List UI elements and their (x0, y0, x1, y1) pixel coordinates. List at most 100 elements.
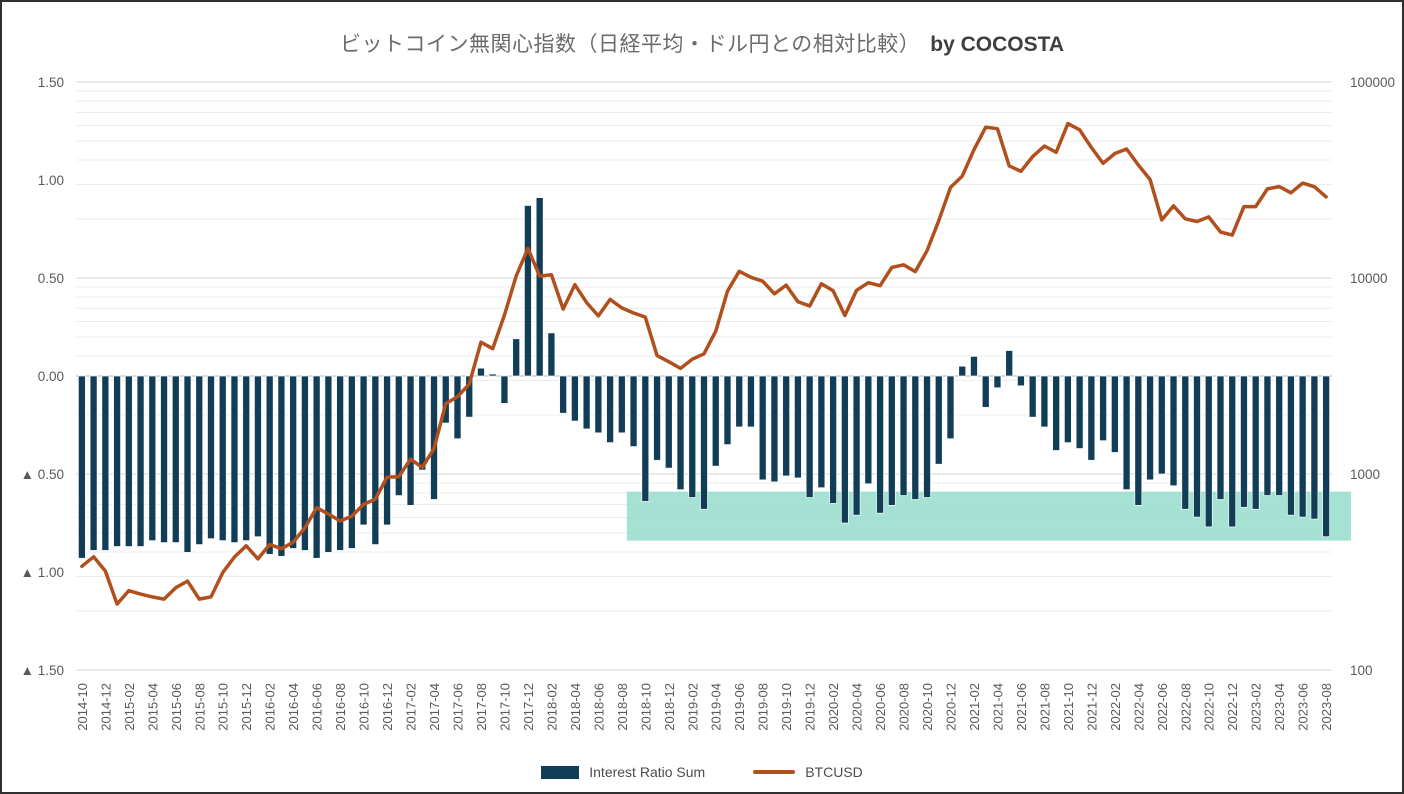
bar (488, 373, 497, 377)
chart-plot-area: 1.50 1.00 0.50 0.00 ▲ 0.50 ▲ 1.00 ▲ 1.50 100000… (21, 75, 1395, 731)
bar (840, 375, 849, 524)
bar (1005, 350, 1014, 377)
y-axis-left-tick-label: 1.00 (38, 173, 64, 188)
bar (113, 375, 121, 547)
bar (359, 375, 368, 526)
bar (723, 375, 732, 445)
bar (207, 375, 215, 540)
bar (711, 375, 720, 467)
bar (1146, 375, 1154, 481)
x-axis-tick-label: 2016-04 (286, 683, 301, 731)
bar (89, 375, 98, 551)
x-axis-tick-label: 2021-04 (990, 683, 1005, 731)
x-axis-tick-label: 2023-02 (1249, 683, 1264, 731)
x-axis-tick-label: 2019-08 (756, 683, 771, 731)
bar (923, 375, 931, 498)
x-axis-tick-label: 2020-02 (826, 683, 841, 731)
bar (747, 375, 755, 428)
bar (676, 375, 685, 491)
bar (1287, 375, 1295, 516)
x-axis-tick-label: 2017-06 (450, 683, 465, 731)
x-axis-tick-label: 2020-10 (920, 683, 935, 731)
x-axis-tick-label: 2017-12 (521, 683, 536, 731)
bar (277, 375, 286, 557)
x-axis-tick-label: 2016-12 (380, 683, 395, 731)
bar (1228, 375, 1237, 528)
btcusd-line (80, 121, 1328, 606)
bar (347, 375, 356, 549)
bar (641, 375, 650, 502)
x-axis-tick-label: 2016-08 (333, 683, 348, 731)
x-axis-tick-label: 2014-10 (75, 683, 90, 731)
bar (582, 375, 591, 430)
x-axis-tick-label: 2015-12 (239, 683, 254, 731)
x-axis-tick-label: 2019-10 (779, 683, 794, 731)
bar (453, 375, 462, 440)
bar (981, 375, 990, 408)
bar (289, 375, 298, 549)
bar (594, 375, 603, 434)
bar (559, 375, 568, 414)
page-title: ビットコイン無関心指数（日経平均・ドル円との相対比較） by COCOSTA (2, 28, 1402, 58)
bar (183, 375, 192, 553)
x-axis-tick-label: 2023-04 (1272, 683, 1287, 731)
x-axis-tick-label: 2018-08 (615, 683, 630, 731)
chart-legend: Interest Ratio Sum BTCUSD (2, 764, 1402, 780)
x-axis-tick-label: 2022-02 (1108, 683, 1123, 731)
bar (887, 375, 896, 506)
bar (852, 375, 861, 516)
interest-ratio-sum-bars (77, 197, 1331, 559)
bar (336, 375, 344, 551)
bar (265, 375, 274, 555)
x-axis-tick-label: 2015-08 (192, 683, 207, 731)
x-axis-tick-label: 2021-06 (1014, 683, 1029, 731)
bar (301, 375, 309, 551)
bar (817, 375, 826, 489)
bar (911, 375, 920, 500)
x-axis-tick-label: 2018-10 (638, 683, 653, 731)
bar (758, 375, 767, 481)
x-axis-tick-label: 2016-10 (357, 683, 372, 731)
bar (1052, 375, 1061, 451)
bar (148, 375, 157, 542)
x-axis-tick-label: 2015-06 (169, 683, 184, 731)
chart-title-suffix: by COCOSTA (930, 33, 1065, 56)
y-axis-left-labels: 1.50 1.00 0.50 0.00 ▲ 0.50 ▲ 1.00 ▲ 1.50 (21, 75, 64, 678)
bar (1017, 375, 1025, 387)
x-axis-tick-label: 2022-12 (1225, 683, 1240, 731)
bar (735, 375, 744, 428)
x-axis-tick-label: 2015-02 (122, 683, 137, 731)
x-axis-tick-label: 2017-10 (497, 683, 512, 731)
y-axis-right-tick-label: 100 (1350, 663, 1373, 678)
x-axis-labels: 2014-10 2014-12 2015-02 2015-04 2015-06 2015-… (75, 683, 1334, 731)
bar (535, 197, 544, 377)
bar (899, 375, 908, 496)
bar (477, 367, 485, 377)
x-axis-tick-label: 2017-02 (404, 683, 419, 731)
bar (371, 375, 380, 545)
x-axis-tick-label: 2019-06 (732, 683, 747, 731)
y-axis-left-tick-label: 0.50 (38, 271, 64, 286)
bar (1216, 375, 1225, 500)
bar (958, 365, 967, 377)
bar (700, 375, 708, 510)
bar (1157, 375, 1166, 475)
y-axis-left-tick-label: 0.00 (38, 369, 64, 384)
x-axis-tick-label: 2014-12 (98, 683, 113, 731)
x-axis-tick-label: 2018-12 (662, 683, 677, 731)
x-axis-tick-label: 2020-06 (873, 683, 888, 731)
x-axis-tick-label: 2019-04 (709, 683, 724, 731)
bar (782, 375, 791, 477)
bar (1240, 375, 1248, 508)
x-axis-tick-label: 2017-04 (427, 683, 442, 731)
x-axis-tick-label: 2019-12 (803, 683, 818, 731)
x-axis-tick-label: 2018-06 (591, 683, 606, 731)
bar (617, 375, 626, 434)
x-axis-tick-label: 2017-08 (474, 683, 489, 731)
bar (770, 375, 779, 483)
x-axis-tick-label: 2016-02 (263, 683, 278, 731)
bar (946, 375, 955, 440)
bar (171, 375, 180, 543)
bar (864, 375, 873, 485)
bar (653, 375, 661, 461)
